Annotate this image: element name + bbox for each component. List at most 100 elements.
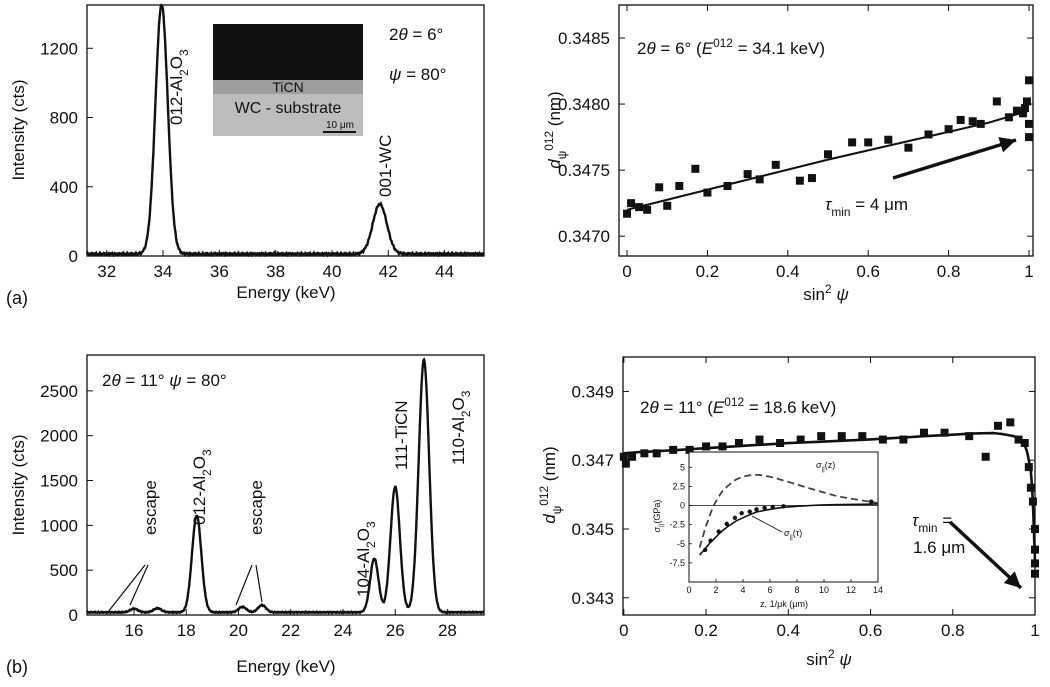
annotation-arrow-head <box>998 137 1016 153</box>
inset-point <box>770 504 775 510</box>
data-point <box>755 175 764 184</box>
data-point <box>1020 104 1029 113</box>
data-point <box>685 445 694 454</box>
chart-title: 2θ = 6° (E012 = 34.1 keV) <box>637 36 825 58</box>
data-point <box>1028 497 1037 506</box>
x-tick-label: 32 <box>97 262 116 281</box>
data-point <box>691 164 700 173</box>
x-tick-label: 44 <box>435 262 454 281</box>
x-axis-label: sin2 ψ <box>806 647 851 669</box>
x-tick-label: 22 <box>281 621 300 640</box>
spectrum-a-frame <box>86 4 485 257</box>
data-point <box>755 435 764 444</box>
inset-point <box>739 510 744 516</box>
inset-x-tick-label: 2 <box>713 585 718 595</box>
y-tick-label: 2500 <box>40 382 78 401</box>
data-point <box>1004 113 1013 122</box>
x-tick-label: 0 <box>619 621 628 640</box>
data-point <box>899 435 908 444</box>
y-axis-label: dψ012 (nm) <box>542 91 569 168</box>
x-tick-label: 0.6 <box>856 262 880 281</box>
chart-title: 2θ = 11° (E012 = 18.6 keV) <box>640 395 836 417</box>
data-point <box>1014 435 1023 444</box>
data-point <box>1031 559 1039 568</box>
x-axis-label: Energy (keV) <box>236 283 335 302</box>
data-point <box>652 449 661 458</box>
y-tick-label: 500 <box>50 561 78 580</box>
inset-frame <box>688 451 879 583</box>
data-point <box>734 439 743 447</box>
inset-point <box>732 515 738 520</box>
x-tick-label: 0.4 <box>776 621 800 640</box>
layer-label: Al2O3 <box>268 49 307 71</box>
fit-line <box>623 431 1037 564</box>
dspacing-b-frame <box>622 356 1036 616</box>
y-tick-label: 0.343 <box>571 589 614 608</box>
angle-note: 2θ = 6° <box>389 25 443 44</box>
y-axis-label: dψ012 (nm) <box>537 446 564 523</box>
inset-x-tick-label: 4 <box>740 585 745 595</box>
data-point <box>1026 483 1035 492</box>
data-point <box>956 115 965 124</box>
scale-bar-label: 10 μm <box>326 120 354 131</box>
peak-label: 012-Al2O3 <box>190 449 214 525</box>
data-point <box>1022 97 1031 106</box>
inset-point <box>708 538 713 543</box>
inset-y-tick-label: -5 <box>677 539 685 549</box>
micrograph-inset: Al2O3 TiCN WC - substrate 10 μm <box>213 24 363 136</box>
panel-label-b: (b) <box>6 657 28 677</box>
data-point <box>858 432 867 441</box>
y-tick-label: 0 <box>69 606 78 625</box>
data-point <box>924 130 933 139</box>
data-point <box>796 435 805 444</box>
data-point <box>718 442 727 451</box>
data-point <box>1024 76 1033 85</box>
data-point <box>1018 109 1027 118</box>
escape-leader <box>107 564 146 613</box>
x-tick-label: 26 <box>386 621 405 640</box>
sigma-tau-label: σ||(τ) <box>784 528 802 541</box>
inset-y-tick-label: -2.5 <box>669 520 685 530</box>
y-tick-label: 0.3470 <box>558 227 610 246</box>
peak-label: escape <box>141 480 160 535</box>
y-tick-label: 1500 <box>40 472 78 491</box>
data-point <box>623 209 632 218</box>
dspacing-b: 0 0.2 0.4 0.6 0.8 1 0.343 0.345 0.347 0.349 2θ = 1… <box>537 356 1040 669</box>
inset-x-tick-label: 8 <box>794 585 799 595</box>
x-tick-label: 0.2 <box>696 262 720 281</box>
y-tick-label: 800 <box>50 109 78 128</box>
data-point <box>640 449 649 458</box>
data-point <box>669 445 678 454</box>
data-point <box>743 170 752 179</box>
data-point <box>817 432 826 441</box>
x-tick-label: 20 <box>229 621 248 640</box>
data-point <box>771 160 780 169</box>
sigma-z-curve <box>698 474 879 548</box>
layer-ticn <box>213 80 363 94</box>
y-tick-label: 2000 <box>40 427 78 446</box>
peak-label: 012-Al2O3 <box>167 49 191 125</box>
x-tick-label: 34 <box>154 262 173 281</box>
x-tick-label: 0.6 <box>859 621 883 640</box>
x-tick-label: 1 <box>1030 621 1039 640</box>
inset-point <box>716 529 721 534</box>
inset-x-tick-label: 10 <box>819 585 829 595</box>
data-point <box>1031 545 1039 554</box>
annotation-arrow <box>892 138 1017 180</box>
spectrum-a-line <box>85 3 485 258</box>
inset-point <box>703 547 708 553</box>
data-point <box>1020 439 1029 447</box>
dspacing-a: 0 0.2 0.4 0.6 0.8 1 0.3470 0.3475 0.3480 0.3485 2θ… <box>542 4 1034 304</box>
data-point <box>1024 119 1033 128</box>
data-point <box>643 205 652 214</box>
data-point <box>824 150 833 159</box>
escape-leader <box>255 564 263 603</box>
layer-label: TiCN <box>272 79 303 95</box>
data-point <box>702 442 711 451</box>
x-tick-label: 1 <box>1024 262 1033 281</box>
x-tick-label: 16 <box>125 621 144 640</box>
inset-y-tick-label: 0 <box>680 501 685 511</box>
y-tick-label: 0 <box>69 247 78 266</box>
data-point <box>795 176 804 185</box>
x-axis-label: sin2 ψ <box>803 282 848 304</box>
